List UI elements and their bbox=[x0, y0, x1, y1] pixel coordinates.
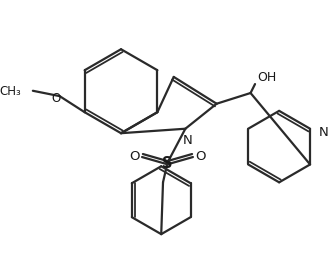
Text: S: S bbox=[162, 155, 173, 170]
Text: O: O bbox=[51, 91, 61, 104]
Text: N: N bbox=[319, 125, 329, 138]
Text: O: O bbox=[129, 149, 140, 162]
Text: O: O bbox=[195, 149, 206, 162]
Text: N: N bbox=[182, 133, 192, 146]
Text: CH₃: CH₃ bbox=[0, 85, 21, 98]
Text: OH: OH bbox=[258, 71, 277, 84]
